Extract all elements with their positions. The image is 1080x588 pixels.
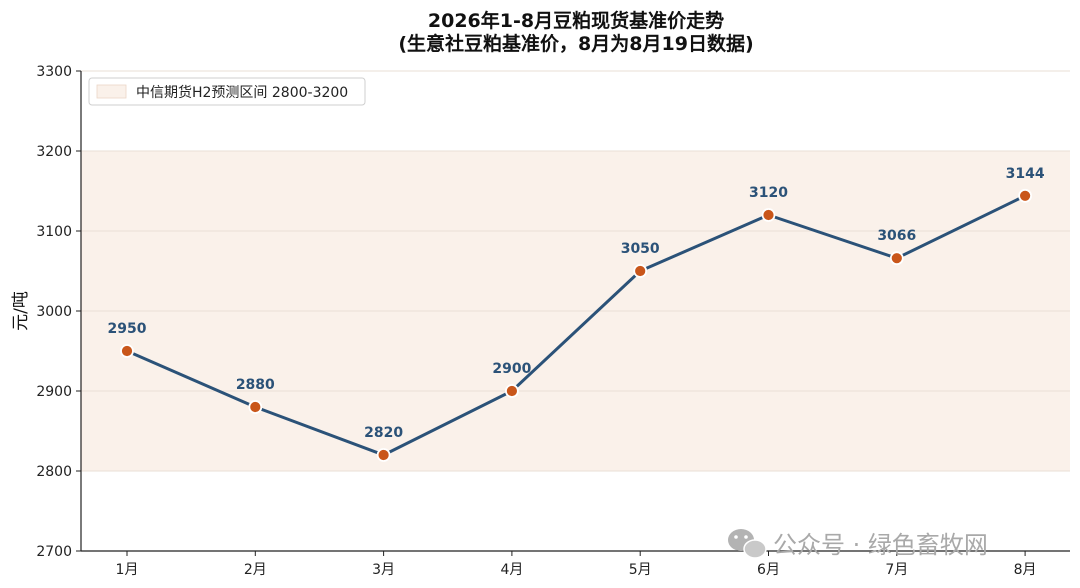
data-label: 3144 — [1006, 166, 1045, 182]
x-tick-label: 4月 — [500, 562, 523, 578]
watermark-text: 公众号 · 绿色畜牧网 — [773, 531, 988, 559]
data-point — [633, 264, 648, 278]
x-tick-label: 2月 — [244, 562, 267, 578]
x-tick-label: 5月 — [629, 562, 652, 578]
data-point — [376, 448, 391, 462]
data-point — [120, 344, 134, 358]
data-point — [248, 400, 263, 414]
y-tick-label: 2700 — [36, 544, 72, 560]
data-label: 3120 — [749, 185, 788, 201]
data-label: 3050 — [621, 241, 660, 257]
x-tick-label: 8月 — [1014, 562, 1037, 578]
data-point — [1018, 188, 1032, 203]
y-tick-label: 2800 — [36, 464, 72, 480]
data-label: 2950 — [108, 321, 147, 337]
x-axis-ticks: 1月 2月 3月 4月 5月 6月 7月 8月 — [116, 551, 1037, 578]
wechat-icon — [728, 529, 767, 559]
y-axis-ticks: 2700 2800 2900 3000 3100 3200 3300 — [36, 64, 81, 560]
x-tick-label: 6月 — [757, 562, 780, 578]
legend-box — [88, 77, 366, 106]
legend: 中信期货H2预测区间 2800-3200 — [88, 77, 366, 106]
data-points — [120, 188, 1032, 462]
y-tick-label: 3200 — [36, 144, 72, 160]
x-tick-label: 3月 — [372, 562, 395, 578]
y-tick-label: 3100 — [36, 224, 72, 240]
y-tick-label: 3300 — [36, 64, 72, 80]
x-tick-label: 7月 — [885, 562, 908, 578]
series-line — [126, 194, 1026, 457]
legend-label: 中信期货H2预测区间 2800-3200 — [136, 84, 348, 101]
data-label: 3066 — [877, 228, 916, 244]
data-labels: 2950 2880 2820 2900 3050 3120 3066 3144 — [108, 166, 1045, 441]
data-point — [761, 208, 776, 222]
chart-subtitle: (生意社豆粕基准价，8月为8月19日数据) — [398, 32, 753, 55]
data-label: 2880 — [236, 377, 275, 393]
watermark: 公众号 · 绿色畜牧网 — [728, 529, 988, 559]
y-tick-label: 2900 — [36, 384, 72, 400]
y-axis-label: 元/吨 — [11, 291, 31, 331]
data-label: 2820 — [364, 425, 403, 441]
chart-title: 2026年1-8月豆粕现货基准价走势 — [428, 9, 724, 32]
grid-lines — [81, 70, 1070, 472]
data-point — [504, 384, 519, 398]
legend-swatch — [96, 84, 127, 99]
y-tick-label: 3000 — [36, 304, 72, 320]
x-tick-label: 1月 — [116, 562, 139, 578]
data-label: 2900 — [492, 361, 531, 377]
data-point — [889, 251, 904, 266]
